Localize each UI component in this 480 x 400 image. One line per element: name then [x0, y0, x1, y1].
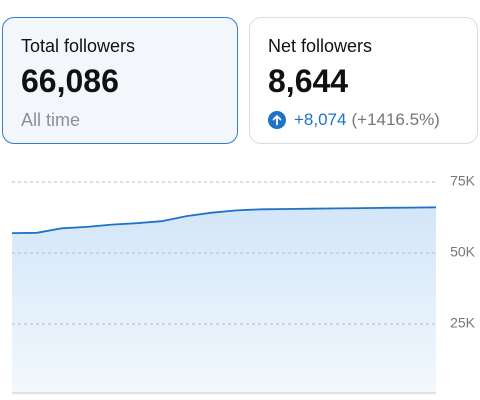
up-icon	[268, 111, 286, 129]
card-value: 66,086	[21, 63, 119, 99]
area-fill	[12, 207, 436, 395]
card-value: 8,644	[268, 63, 349, 99]
line	[11, 206, 437, 234]
card-note: All time	[21, 110, 81, 130]
change-percent: (+1416.5%)	[351, 110, 440, 129]
change-value: +8,074	[294, 110, 347, 129]
chart: 25K 50K 75K	[11, 173, 476, 395]
card-title: Net followers	[268, 36, 373, 56]
card-change: +8,074 (+1416.5%)	[268, 110, 440, 130]
y-tick-label: 50K	[450, 244, 476, 260]
card-title: Total followers	[21, 36, 136, 56]
total-followers-card[interactable]: Total followers 66,086 All time	[2, 17, 238, 144]
y-tick-label: 75K	[450, 173, 476, 189]
net-followers-card[interactable]: Net followers 8,644 +8,074 (+1416.5%)	[249, 17, 478, 144]
y-tick-label: 25K	[450, 315, 476, 331]
